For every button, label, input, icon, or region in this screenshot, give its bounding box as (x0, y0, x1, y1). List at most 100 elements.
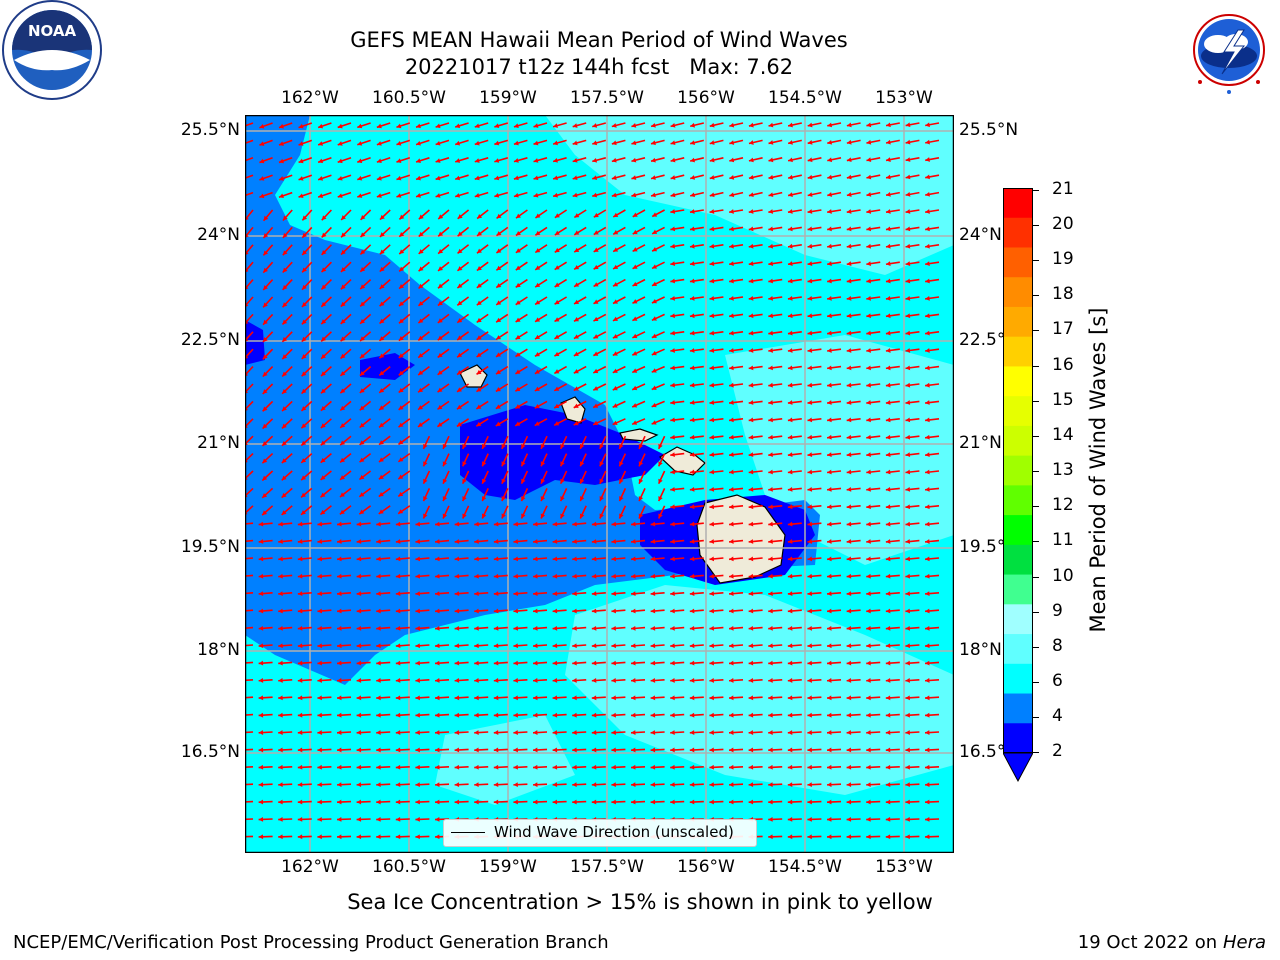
direction-arrow (533, 174, 548, 181)
direction-arrow (495, 278, 509, 289)
direction-arrow (748, 539, 763, 544)
direction-arrow (905, 591, 920, 596)
direction-arrow (397, 452, 411, 463)
direction-arrow (612, 226, 626, 235)
direction-arrow (651, 226, 665, 235)
direction-arrow (827, 122, 842, 128)
direction-arrow (437, 331, 450, 341)
direction-arrow (573, 296, 587, 305)
direction-arrow (395, 782, 410, 788)
direction-arrow (591, 539, 606, 544)
direction-arrow (631, 122, 646, 128)
direction-arrow (670, 243, 685, 249)
direction-arrow (336, 591, 352, 596)
direction-arrow (826, 834, 842, 840)
direction-arrow (885, 348, 900, 353)
direction-arrow (321, 244, 332, 256)
direction-arrow (262, 244, 274, 256)
direction-arrow (317, 834, 332, 840)
direction-arrow (495, 331, 509, 341)
direction-arrow (709, 278, 724, 284)
direction-arrow (925, 382, 940, 388)
direction-arrow (282, 261, 293, 274)
direction-arrow (245, 122, 254, 127)
direction-arrow (397, 505, 411, 515)
direction-arrow (631, 418, 646, 426)
direction-arrow (493, 573, 508, 579)
direction-arrow (442, 453, 450, 467)
direction-arrow (905, 295, 920, 301)
direction-arrow (690, 122, 704, 128)
direction-arrow (572, 660, 587, 666)
lat-tick-left: 25.5°N (180, 120, 240, 140)
direction-arrow (885, 817, 900, 822)
direction-arrow (258, 556, 273, 562)
direction-arrow (748, 556, 763, 562)
direction-arrow (748, 521, 763, 527)
direction-arrow (559, 488, 568, 502)
direction-arrow (807, 452, 822, 458)
direction-arrow (651, 418, 665, 425)
direction-arrow (885, 643, 900, 649)
direction-arrow (729, 330, 744, 336)
direction-arrow (689, 313, 704, 319)
direction-arrow (924, 469, 940, 475)
direction-arrow (461, 505, 470, 519)
direction-arrow (340, 244, 352, 256)
direction-arrow (925, 139, 940, 145)
map-panel: Wind Wave Direction (unscaled) (245, 115, 954, 853)
map-legend: Wind Wave Direction (unscaled) (443, 819, 757, 847)
direction-arrow (245, 174, 254, 179)
direction-arrow (905, 539, 920, 544)
direction-arrow (317, 556, 332, 562)
direction-arrow (493, 730, 508, 735)
direction-arrow (592, 139, 607, 146)
direction-arrow (787, 434, 802, 440)
direction-arrow (709, 417, 724, 423)
direction-arrow (297, 573, 312, 579)
direction-arrow (317, 122, 332, 129)
direction-arrow (689, 556, 704, 562)
colorbar-tick-mark (1033, 190, 1039, 191)
direction-arrow (281, 331, 293, 343)
direction-arrow (572, 521, 587, 527)
direction-arrow (611, 521, 626, 527)
colorbar-tick-mark (1033, 647, 1039, 648)
direction-arrow (317, 521, 332, 527)
direction-arrow (532, 591, 548, 596)
direction-arrow (376, 678, 391, 683)
direction-arrow (709, 643, 724, 649)
direction-arrow (807, 313, 822, 319)
direction-arrow (611, 695, 626, 701)
direction-arrow (501, 488, 509, 502)
colorbar-segment (1003, 515, 1033, 546)
direction-arrow (768, 243, 783, 249)
direction-arrow (846, 712, 861, 718)
direction-arrow (278, 521, 293, 527)
direction-arrow (846, 799, 861, 805)
direction-arrow (415, 643, 430, 649)
direction-arrow (573, 331, 587, 340)
direction-arrow (807, 382, 822, 388)
direction-arrow (258, 678, 273, 683)
direction-arrow (454, 678, 469, 683)
direction-arrow (689, 330, 704, 336)
direction-arrow (297, 521, 312, 527)
direction-arrow (395, 608, 410, 614)
direction-arrow (787, 730, 802, 735)
direction-arrow (493, 782, 508, 788)
direction-arrow (768, 278, 783, 284)
direction-arrow (540, 453, 548, 467)
direction-arrow (630, 782, 646, 788)
direction-arrow (689, 209, 704, 214)
direction-arrow (728, 487, 744, 492)
direction-arrow (278, 817, 293, 822)
direction-arrow (317, 191, 332, 198)
direction-arrow (866, 782, 881, 788)
direction-arrow (924, 643, 940, 649)
direction-arrow (670, 417, 685, 423)
direction-arrow (457, 244, 470, 255)
direction-arrow (925, 313, 940, 319)
direction-arrow (278, 712, 293, 718)
direction-arrow (689, 660, 704, 666)
